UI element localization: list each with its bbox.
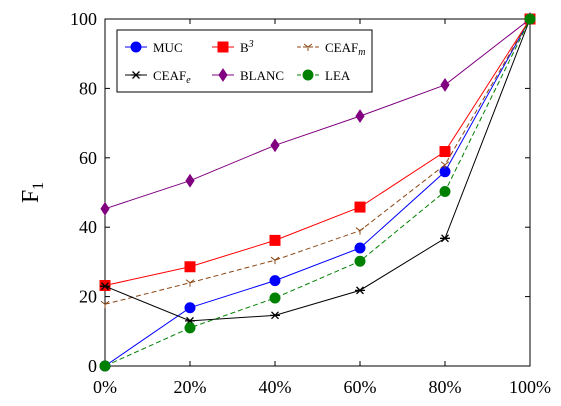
data-point (355, 109, 365, 124)
data-point (99, 360, 111, 372)
x-tick-label: 60% (344, 377, 377, 397)
data-point (269, 234, 281, 246)
data-point (185, 279, 195, 287)
data-point (354, 242, 366, 254)
series-lea (99, 13, 536, 372)
legend-marker (302, 69, 314, 81)
data-point (100, 282, 110, 291)
legend-item-ceafm: CEAFm (297, 40, 365, 58)
legend-marker (218, 68, 228, 82)
data-point (439, 146, 451, 158)
legend-label: BLANC (240, 68, 284, 83)
legend-item-b3: B3 (212, 39, 254, 55)
legend-item-muc: MUC (125, 40, 183, 55)
y-tick-label: 100 (70, 9, 97, 29)
data-point (440, 161, 450, 169)
legend-label: LEA (325, 68, 351, 83)
legend-marker (217, 41, 229, 53)
data-point (440, 234, 450, 243)
x-tick-label: 100% (509, 377, 551, 397)
data-point (439, 185, 451, 197)
data-point (524, 13, 536, 25)
data-point (100, 201, 110, 216)
series-line (104, 18, 531, 305)
data-point (355, 286, 365, 295)
data-point (184, 261, 196, 273)
data-point (184, 322, 196, 334)
legend-item-ceafe: CEAFe (125, 68, 191, 86)
y-tick-label: 40 (79, 217, 97, 237)
legend-label: CEAFm (325, 40, 365, 58)
data-point (269, 275, 281, 287)
data-point (185, 173, 195, 188)
data-point (354, 201, 366, 213)
legend-marker (303, 43, 313, 51)
x-tick-label: 80% (429, 377, 462, 397)
series-line (104, 18, 531, 367)
data-point (270, 311, 280, 320)
legend-box (116, 29, 373, 93)
legend-marker (131, 71, 141, 79)
series-line (104, 18, 531, 322)
y-tick-label: 0 (88, 356, 97, 376)
data-point (100, 300, 110, 309)
legend-label: B3 (240, 39, 254, 55)
y-tick-label: 60 (79, 148, 97, 168)
series-line (104, 18, 531, 367)
data-point (270, 256, 280, 265)
x-tick-label: 40% (259, 377, 292, 397)
x-tick-label: 0% (93, 377, 117, 397)
series-line (104, 18, 531, 210)
data-point (354, 255, 366, 267)
series-line (104, 18, 531, 286)
legend-label: MUC (153, 40, 183, 55)
data-point (440, 78, 450, 92)
x-tick-label: 20% (174, 377, 207, 397)
y-tick-label: 80 (79, 78, 97, 98)
y-axis-label: F1 (18, 182, 47, 203)
legend-marker (130, 41, 142, 53)
plot-frame (104, 18, 531, 367)
y-tick-label: 20 (79, 287, 97, 307)
data-point (355, 227, 365, 235)
legend-item-blanc: BLANC (212, 68, 284, 83)
data-point (270, 138, 280, 153)
legend-label: CEAFe (153, 68, 191, 86)
legend: MUC B3 CEAFm CEAFe BLANC LEA (116, 29, 373, 93)
data-point (269, 292, 281, 304)
legend-item-lea: LEA (297, 68, 351, 83)
data-point (184, 302, 196, 314)
